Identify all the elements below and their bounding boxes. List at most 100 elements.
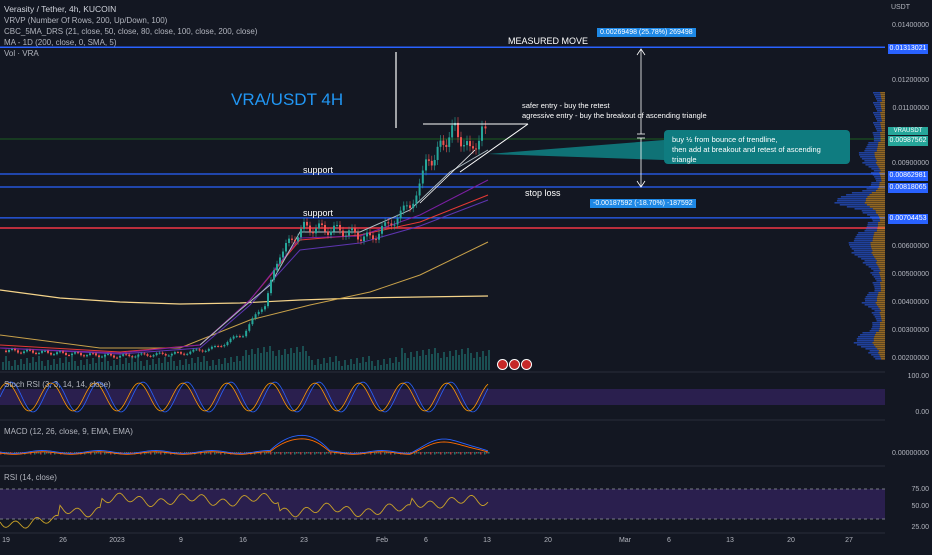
volume-profile-bar	[877, 110, 882, 112]
target-measure-tag[interactable]: 0.00269498 (25.78%) 269498	[597, 28, 696, 37]
macd-histogram-bar	[488, 452, 490, 454]
indicator-cbc-5ma[interactable]: CBC_5MA_DRS (21, close, 50, close, 80, c…	[4, 27, 258, 36]
volume-profile-bar	[880, 136, 885, 138]
time-axis-label: 13	[483, 537, 491, 544]
macd-histogram-bar	[40, 452, 42, 455]
indicator-vrvp[interactable]: VRVP (Number Of Rows, 200, Up/Down, 100)	[4, 16, 168, 25]
macd-histogram-bar	[260, 452, 262, 455]
stop-measure-tag[interactable]: -0.00187592 (-18.70%) -187592	[590, 199, 696, 208]
indicator-ma-1d[interactable]: MA - 1D (200, close, 0, SMA, 5)	[4, 38, 117, 47]
volume-profile-bar	[878, 166, 885, 168]
volume-bar	[347, 365, 349, 370]
candle-body	[412, 203, 415, 209]
aggressive-entry-note[interactable]: agressive entry - buy the breakout of as…	[522, 111, 707, 120]
volume-bar	[38, 356, 40, 370]
volume-profile-bar	[860, 156, 876, 158]
volume-profile-bar	[846, 194, 870, 196]
candle-body	[137, 354, 140, 357]
macd-histogram-bar	[408, 452, 410, 454]
stoch-d-line	[0, 382, 489, 412]
volume-bar	[239, 361, 241, 370]
volume-profile-bar	[879, 324, 885, 326]
macd-histogram-bar	[432, 452, 434, 453]
volume-bar	[341, 366, 343, 370]
volume-bar	[5, 356, 7, 370]
volume-bar	[89, 364, 91, 370]
volume-profile-bar	[880, 114, 885, 116]
candle-body	[463, 145, 465, 147]
macd-histogram-bar	[18, 452, 20, 454]
volume-profile-bar	[872, 342, 885, 344]
candle-body	[264, 306, 266, 310]
candle-body	[342, 230, 344, 237]
volume-profile-bar	[864, 260, 877, 262]
volume-profile-bar	[880, 290, 885, 292]
volume-bar	[83, 365, 85, 370]
rsi-label[interactable]: RSI (14, close)	[4, 473, 57, 482]
volume-profile-bar	[868, 142, 879, 144]
volume-bar	[254, 354, 256, 370]
macd-histogram-bar	[358, 452, 360, 454]
target-price-box[interactable]: 0.01313021	[888, 44, 928, 54]
flag-icon[interactable]	[497, 359, 508, 370]
candle-body	[309, 225, 311, 232]
time-axis-label: 23	[300, 537, 308, 544]
volume-profile-bar	[869, 350, 879, 352]
ticker-price-box[interactable]: VRAUSDT	[888, 127, 928, 135]
measured-move-label[interactable]: MEASURED MOVE	[508, 36, 589, 46]
time-axis-label: 27	[845, 537, 853, 544]
support-label-lower[interactable]: support	[303, 208, 334, 218]
safer-entry-note[interactable]: safer entry - buy the retest	[522, 101, 610, 110]
current-price-box[interactable]: 0.00987562	[888, 136, 928, 146]
rsi-line	[0, 492, 489, 529]
macd-histogram-bar	[362, 452, 364, 453]
volume-profile-bar	[870, 184, 880, 186]
volume-profile-bar	[879, 182, 885, 184]
volume-profile-bar	[881, 108, 885, 110]
candle-body	[217, 346, 220, 348]
macd-histogram-bar	[268, 452, 270, 454]
macd-label[interactable]: MACD (12, 26, close, 9, EMA, EMA)	[4, 427, 133, 436]
volume-profile-bar	[880, 176, 885, 178]
volume-profile-bar	[862, 190, 876, 192]
event-flags[interactable]	[497, 359, 533, 370]
macd-histogram-bar	[282, 452, 284, 453]
volume-profile-bar	[854, 208, 873, 210]
candle-body	[327, 231, 329, 235]
macd-histogram-bar	[436, 452, 438, 454]
candle-body	[254, 314, 257, 319]
macd-histogram-bar	[206, 452, 208, 454]
volume-bar	[209, 366, 211, 370]
volume-profile-bar	[881, 318, 885, 320]
support-label-upper[interactable]: support	[303, 165, 334, 175]
volume-profile-bar	[876, 320, 882, 322]
pair-title-annotation[interactable]: VRA/USDT 4H	[231, 90, 344, 109]
volume-bar	[116, 365, 118, 370]
candle-body	[14, 348, 16, 351]
volume-profile-bar	[836, 200, 866, 202]
macd-histogram-bar	[288, 452, 290, 454]
indicator-volume[interactable]: Vol · VRA	[4, 49, 39, 58]
volume-profile-bar	[867, 294, 878, 296]
candle-body	[210, 346, 213, 349]
candle-body	[80, 353, 82, 356]
stop-loss-label[interactable]: stop loss	[525, 188, 561, 198]
support-lower-price-box[interactable]: 0.00818065	[888, 183, 928, 193]
volume-bar	[152, 359, 154, 370]
stoch-rsi-label[interactable]: Stoch RSI (3, 3, 14, 14, close)	[4, 380, 111, 389]
volume-profile-bar	[866, 188, 878, 190]
support-upper-price-box[interactable]: 0.00862981	[888, 171, 928, 181]
candle-body	[101, 356, 103, 358]
macd-histogram-bar	[132, 452, 134, 453]
macd-histogram-bar	[480, 452, 482, 455]
strategy-callout[interactable]: buy ½ from bounce of trendline, then add…	[664, 130, 850, 164]
support-base-price-box[interactable]: 0.00704453	[888, 214, 928, 224]
candle-body	[113, 355, 115, 358]
flag-icon[interactable]	[509, 359, 520, 370]
flag-icon[interactable]	[521, 359, 532, 370]
volume-bar	[20, 359, 22, 370]
volume-bar	[296, 347, 298, 370]
macd-histogram-bar	[478, 452, 480, 454]
